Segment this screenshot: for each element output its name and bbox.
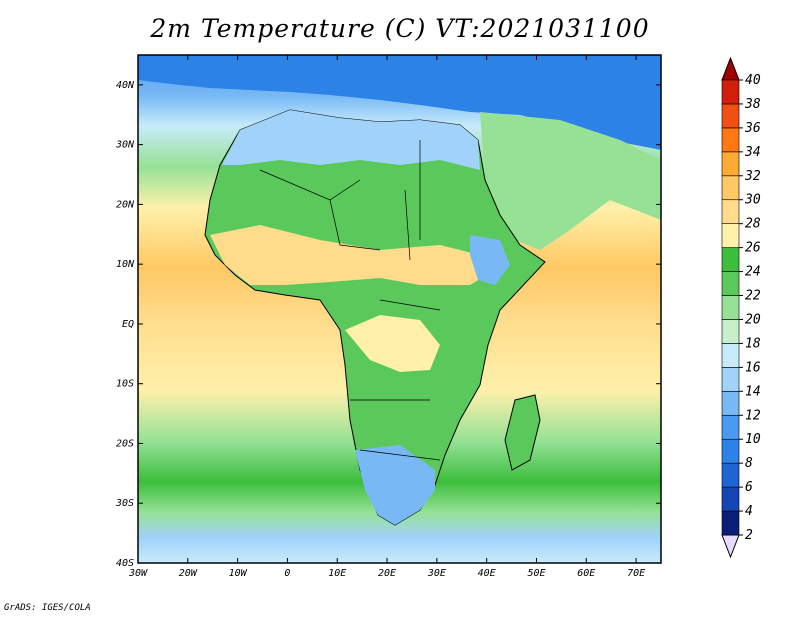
colorbar-label: 36 [744,121,761,136]
colorbar-band [721,151,740,177]
latitude-axis: 40N 30N 20N 10N EQ 10S 20S 30S 40S [115,80,661,569]
lon-tick-label: 0 [284,568,290,579]
colorbar-label: 2 [745,528,753,543]
colorbar-band [721,223,740,248]
map-title: 2m Temperature (C) VT:2021031100 [150,14,650,43]
arabia-landmass [480,112,661,250]
colorbar-label: 6 [745,480,753,495]
colorbar-label: 34 [744,145,761,160]
colorbar-band [721,319,740,344]
lat-tick-label: 10N [116,259,135,270]
lat-tick-label: 30S [115,498,134,509]
colorbar-label: 8 [745,456,753,471]
sahara-cool-zone [222,110,480,170]
colorbar-band [721,414,740,440]
colorbar-band [721,127,740,153]
lat-tick-label: 10S [116,379,134,390]
lon-tick-label: 30E [427,568,446,579]
lat-tick-label: 20S [116,438,134,449]
colorbar-band [721,103,740,129]
colorbar-bottom-triangle [721,534,740,559]
southern-africa-cool [355,445,435,525]
lon-tick-label: 30W [128,568,148,579]
colorbar-label: 10 [745,432,761,447]
colorbar-band [721,175,740,201]
colorbar-band [721,199,740,224]
colorbar-label: 20 [745,312,761,327]
colorbar-label: 32 [744,169,761,184]
central-africa-warm [345,315,440,372]
colorbar-band [721,271,740,296]
europe-landmass [138,55,661,150]
colorbar-band [721,462,740,488]
colorbar-label: 28 [745,217,761,232]
country-borders [259,140,441,461]
lat-tick-label: 40N [116,80,135,91]
credit-text: GrADS: IGES/COLA [4,603,91,613]
ethiopian-highlands [470,235,510,285]
colorbar-label: 14 [745,384,761,399]
colorbar-band [721,510,740,536]
colorbar-label: 26 [745,241,761,256]
colorbar-band [721,486,740,512]
longitude-axis: 30W 20W 10W 0 10E 20E 30E 40E 50E 60E 70E [128,55,645,579]
colorbar-label: 24 [745,265,761,280]
colorbar-top-triangle [721,56,740,81]
colorbar-band [721,343,740,368]
colorbar-label: 30 [744,193,761,208]
colorbar-band [721,438,740,464]
lat-tick-label: 40S [116,558,134,569]
colorbar-band [721,367,740,392]
colorbar-label: 16 [745,360,761,375]
colorbar-label: 12 [745,408,761,423]
colorbar-label: 38 [744,97,761,112]
lon-tick-label: 50E [527,568,545,579]
colorbar-band [721,295,740,320]
madagascar [504,394,541,471]
lon-tick-label: 20E [378,568,396,579]
colorbar-band [721,79,740,105]
lon-tick-label: 10E [328,568,346,579]
sahel-warm-band [210,225,495,285]
lon-tick-label: 40E [478,568,496,579]
colorbar-band [721,247,740,272]
lon-tick-label: 20W [179,568,198,579]
colorbar-label: 22 [745,289,761,304]
lon-tick-label: 10W [229,568,248,579]
map-field [138,55,661,563]
colorbar: 40 38 36 34 32 30 28 26 24 22 20 18 16 14 12 10 8 6 4 2 [721,56,761,559]
lat-tick-label: 30N [115,140,135,151]
colorbar-label: 40 [745,73,761,88]
lon-tick-label: 70E [627,568,645,579]
lon-tick-label: 60E [577,568,595,579]
colorbar-label: 4 [745,504,753,519]
colorbar-band [721,391,740,416]
lat-tick-label: EQ [122,319,134,330]
colorbar-label: 18 [745,336,761,351]
plot-frame [137,54,662,564]
lat-tick-label: 20N [116,199,135,210]
